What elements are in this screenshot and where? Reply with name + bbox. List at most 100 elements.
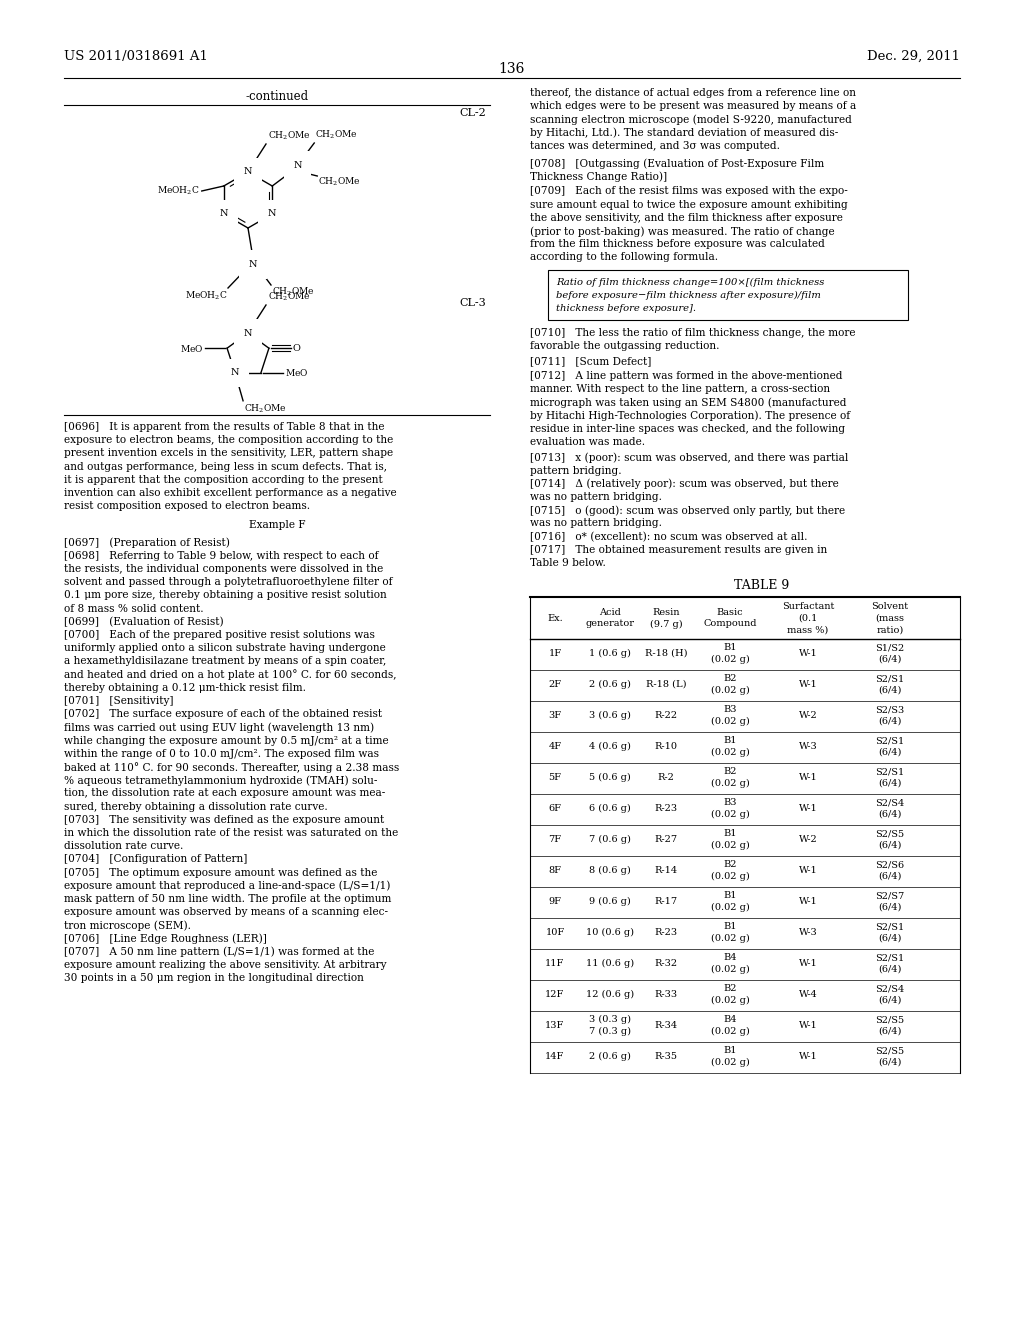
Text: (6/4): (6/4) <box>879 965 902 974</box>
Text: $\mathregular{CH_2OMe}$: $\mathregular{CH_2OMe}$ <box>272 286 314 298</box>
Text: [0707]   A 50 nm line pattern (L/S=1/1) was formed at the: [0707] A 50 nm line pattern (L/S=1/1) wa… <box>63 946 375 957</box>
Text: Acid: Acid <box>599 609 621 616</box>
Text: (0.02 g): (0.02 g) <box>711 995 750 1005</box>
Text: $\mathregular{MeO}$: $\mathregular{MeO}$ <box>285 367 308 379</box>
Text: [0716]   o* (excellent): no scum was observed at all.: [0716] o* (excellent): no scum was obser… <box>530 532 808 543</box>
Text: B4: B4 <box>723 1015 736 1024</box>
Text: (0.02 g): (0.02 g) <box>711 809 750 818</box>
Text: mass %): mass %) <box>787 626 828 634</box>
Text: [0706]   [Line Edge Roughness (LER)]: [0706] [Line Edge Roughness (LER)] <box>63 933 267 944</box>
Text: S2/S5: S2/S5 <box>876 1047 904 1055</box>
Text: [0699]   (Evaluation of Resist): [0699] (Evaluation of Resist) <box>63 616 223 627</box>
Text: 14F: 14F <box>546 1052 564 1061</box>
Text: R-23: R-23 <box>654 928 678 937</box>
Text: 6F: 6F <box>549 804 561 813</box>
Text: sure amount equal to twice the exposure amount exhibiting: sure amount equal to twice the exposure … <box>530 199 848 210</box>
Text: before exposure−film thickness after exposure)/film: before exposure−film thickness after exp… <box>556 290 821 300</box>
Text: (0.02 g): (0.02 g) <box>711 1057 750 1067</box>
Text: W-1: W-1 <box>799 774 817 781</box>
Text: 11F: 11F <box>546 958 564 968</box>
Text: manner. With respect to the line pattern, a cross-section: manner. With respect to the line pattern… <box>530 384 830 395</box>
Text: 4F: 4F <box>549 742 561 751</box>
Text: [0700]   Each of the prepared positive resist solutions was: [0700] Each of the prepared positive res… <box>63 630 375 640</box>
Text: N: N <box>244 168 252 177</box>
Text: CL-2: CL-2 <box>459 108 486 117</box>
Text: generator: generator <box>586 619 635 628</box>
Text: B1: B1 <box>723 923 736 931</box>
Text: sured, thereby obtaining a dissolution rate curve.: sured, thereby obtaining a dissolution r… <box>63 801 328 812</box>
Text: (0.02 g): (0.02 g) <box>711 903 750 912</box>
Text: S2/S7: S2/S7 <box>876 891 904 900</box>
Text: from the film thickness before exposure was calculated: from the film thickness before exposure … <box>530 239 825 249</box>
Text: 7 (0.6 g): 7 (0.6 g) <box>589 836 631 843</box>
Text: 10F: 10F <box>546 928 564 937</box>
Text: while changing the exposure amount by 0.5 mJ/cm² at a time: while changing the exposure amount by 0.… <box>63 735 389 746</box>
Text: by Hitachi High-Technologies Corporation). The presence of: by Hitachi High-Technologies Corporation… <box>530 411 850 421</box>
Text: 2 (0.6 g): 2 (0.6 g) <box>589 1052 631 1061</box>
Text: solvent and passed through a polytetrafluoroethylene filter of: solvent and passed through a polytetrafl… <box>63 577 392 587</box>
Text: R-18 (L): R-18 (L) <box>646 680 686 689</box>
Text: tron microscope (SEM).: tron microscope (SEM). <box>63 920 191 931</box>
Text: present invention excels in the sensitivity, LER, pattern shape: present invention excels in the sensitiv… <box>63 449 393 458</box>
Text: S2/S4: S2/S4 <box>876 985 904 993</box>
Text: O: O <box>293 343 301 352</box>
Text: N: N <box>268 210 276 219</box>
Text: (9.7 g): (9.7 g) <box>649 619 682 628</box>
Text: S2/S1: S2/S1 <box>876 953 904 962</box>
Text: residue in inter-line spaces was checked, and the following: residue in inter-line spaces was checked… <box>530 424 845 434</box>
Text: and heated and dried on a hot plate at 100° C. for 60 seconds,: and heated and dried on a hot plate at 1… <box>63 669 396 681</box>
Text: 9F: 9F <box>549 898 561 906</box>
Text: Dec. 29, 2011: Dec. 29, 2011 <box>867 50 961 63</box>
Text: B3: B3 <box>723 799 736 808</box>
Text: [0702]   The surface exposure of each of the obtained resist: [0702] The surface exposure of each of t… <box>63 709 382 719</box>
Text: (6/4): (6/4) <box>879 995 902 1005</box>
Text: S2/S1: S2/S1 <box>876 675 904 684</box>
Text: was no pattern bridging.: was no pattern bridging. <box>530 492 662 502</box>
Text: $\mathregular{MeOH_2C}$: $\mathregular{MeOH_2C}$ <box>158 185 200 197</box>
Text: (6/4): (6/4) <box>879 871 902 880</box>
Text: W-1: W-1 <box>799 804 817 813</box>
Text: the above sensitivity, and the film thickness after exposure: the above sensitivity, and the film thic… <box>530 213 843 223</box>
Text: $\mathregular{MeO}$: $\mathregular{MeO}$ <box>179 343 203 354</box>
Text: 5 (0.6 g): 5 (0.6 g) <box>589 774 631 781</box>
Text: exposure amount was observed by means of a scanning elec-: exposure amount was observed by means of… <box>63 907 388 917</box>
Text: 5F: 5F <box>549 774 561 781</box>
Text: by Hitachi, Ltd.). The standard deviation of measured dis-: by Hitachi, Ltd.). The standard deviatio… <box>530 128 839 139</box>
Text: Basic: Basic <box>717 609 743 616</box>
Text: (6/4): (6/4) <box>879 1027 902 1036</box>
Text: [0703]   The sensitivity was defined as the exposure amount: [0703] The sensitivity was defined as th… <box>63 814 384 825</box>
Text: in which the dissolution rate of the resist was saturated on the: in which the dissolution rate of the res… <box>63 828 398 838</box>
Text: B4: B4 <box>723 953 736 962</box>
Text: (0.02 g): (0.02 g) <box>711 933 750 942</box>
Text: which edges were to be present was measured by means of a: which edges were to be present was measu… <box>530 102 856 111</box>
Text: (0.02 g): (0.02 g) <box>711 655 750 664</box>
Text: B2: B2 <box>723 985 736 993</box>
Text: 10 (0.6 g): 10 (0.6 g) <box>586 928 634 937</box>
Text: (0.02 g): (0.02 g) <box>711 965 750 974</box>
Text: W-3: W-3 <box>799 742 817 751</box>
Text: Ex.: Ex. <box>547 614 563 623</box>
Text: W-1: W-1 <box>799 958 817 968</box>
Text: TABLE 9: TABLE 9 <box>734 579 790 593</box>
Text: S2/S1: S2/S1 <box>876 767 904 776</box>
Text: (prior to post-baking) was measured. The ratio of change: (prior to post-baking) was measured. The… <box>530 226 835 236</box>
Text: B3: B3 <box>723 705 736 714</box>
Text: N: N <box>244 329 252 338</box>
Text: thereby obtaining a 0.12 μm-thick resist film.: thereby obtaining a 0.12 μm-thick resist… <box>63 682 306 693</box>
Text: scanning electron microscope (model S-9220, manufactured: scanning electron microscope (model S-92… <box>530 115 852 125</box>
Text: 4 (0.6 g): 4 (0.6 g) <box>589 742 631 751</box>
Text: tances was determined, and 3σ was computed.: tances was determined, and 3σ was comput… <box>530 141 780 150</box>
Text: 30 points in a 50 μm region in the longitudinal direction: 30 points in a 50 μm region in the longi… <box>63 973 364 983</box>
Text: [0705]   The optimum exposure amount was defined as the: [0705] The optimum exposure amount was d… <box>63 867 378 878</box>
Text: S2/S3: S2/S3 <box>876 705 904 714</box>
Text: B2: B2 <box>723 861 736 869</box>
Text: (0.02 g): (0.02 g) <box>711 685 750 694</box>
Text: 7 (0.3 g): 7 (0.3 g) <box>589 1027 631 1036</box>
Text: (6/4): (6/4) <box>879 779 902 788</box>
Text: $\mathregular{CH_2OMe}$: $\mathregular{CH_2OMe}$ <box>268 129 310 143</box>
Text: Example F: Example F <box>249 520 305 531</box>
Text: 13F: 13F <box>546 1020 564 1030</box>
Text: uniformly applied onto a silicon substrate having undergone: uniformly applied onto a silicon substra… <box>63 643 386 653</box>
Text: 3 (0.3 g): 3 (0.3 g) <box>589 1015 631 1024</box>
Text: R-18 (H): R-18 (H) <box>645 649 687 657</box>
